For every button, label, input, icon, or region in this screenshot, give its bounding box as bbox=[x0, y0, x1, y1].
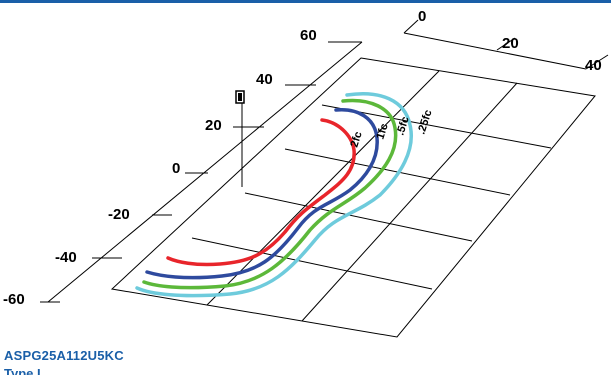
grid-line-cross bbox=[301, 82, 518, 322]
contour-label-025fc: .25fc bbox=[415, 108, 434, 136]
contours bbox=[135, 92, 413, 298]
y-tick-label: 20 bbox=[502, 35, 519, 52]
grid-line-cross bbox=[206, 70, 440, 306]
contour-1fc bbox=[145, 108, 379, 280]
ground-grid bbox=[110, 57, 596, 338]
contour-label-05fc: .5fc bbox=[394, 115, 411, 137]
model-name: ASPG25A112U5KC bbox=[4, 348, 124, 363]
header-rule bbox=[0, 0, 611, 3]
x-tick-label: -20 bbox=[108, 206, 130, 223]
x-axis-labels: 60 40 20 0 -20 -40 -60 bbox=[3, 27, 317, 308]
y-tick-label: 0 bbox=[418, 8, 426, 25]
y-tick-label: 40 bbox=[585, 57, 602, 74]
x-tick-label: 40 bbox=[256, 71, 273, 88]
x-tick-label: -60 bbox=[3, 291, 25, 308]
y-axis-tick bbox=[585, 54, 609, 70]
y-axis-tick bbox=[403, 19, 419, 34]
y-axis-labels: 0 20 40 bbox=[418, 8, 602, 74]
contour-label-1fc: 1fc bbox=[374, 122, 390, 141]
x-axis bbox=[40, 41, 363, 303]
y-axis-line bbox=[403, 32, 587, 70]
y-axis-tick bbox=[496, 37, 516, 51]
contour-05fc bbox=[142, 98, 398, 290]
model-subtitle: Type I bbox=[4, 366, 41, 375]
y-axis bbox=[403, 19, 609, 70]
contour-2fc bbox=[166, 118, 356, 267]
grid-line-long bbox=[244, 192, 473, 242]
x-tick-label: 0 bbox=[172, 160, 180, 177]
contour-025fc bbox=[135, 92, 413, 298]
grid-line-long bbox=[191, 237, 433, 290]
x-tick-label: 20 bbox=[205, 117, 222, 134]
luminaire-marker bbox=[235, 90, 245, 187]
x-tick-label: -40 bbox=[55, 249, 77, 266]
x-tick-label: 60 bbox=[300, 27, 317, 44]
contour-label-2fc: 2fc bbox=[348, 130, 364, 149]
